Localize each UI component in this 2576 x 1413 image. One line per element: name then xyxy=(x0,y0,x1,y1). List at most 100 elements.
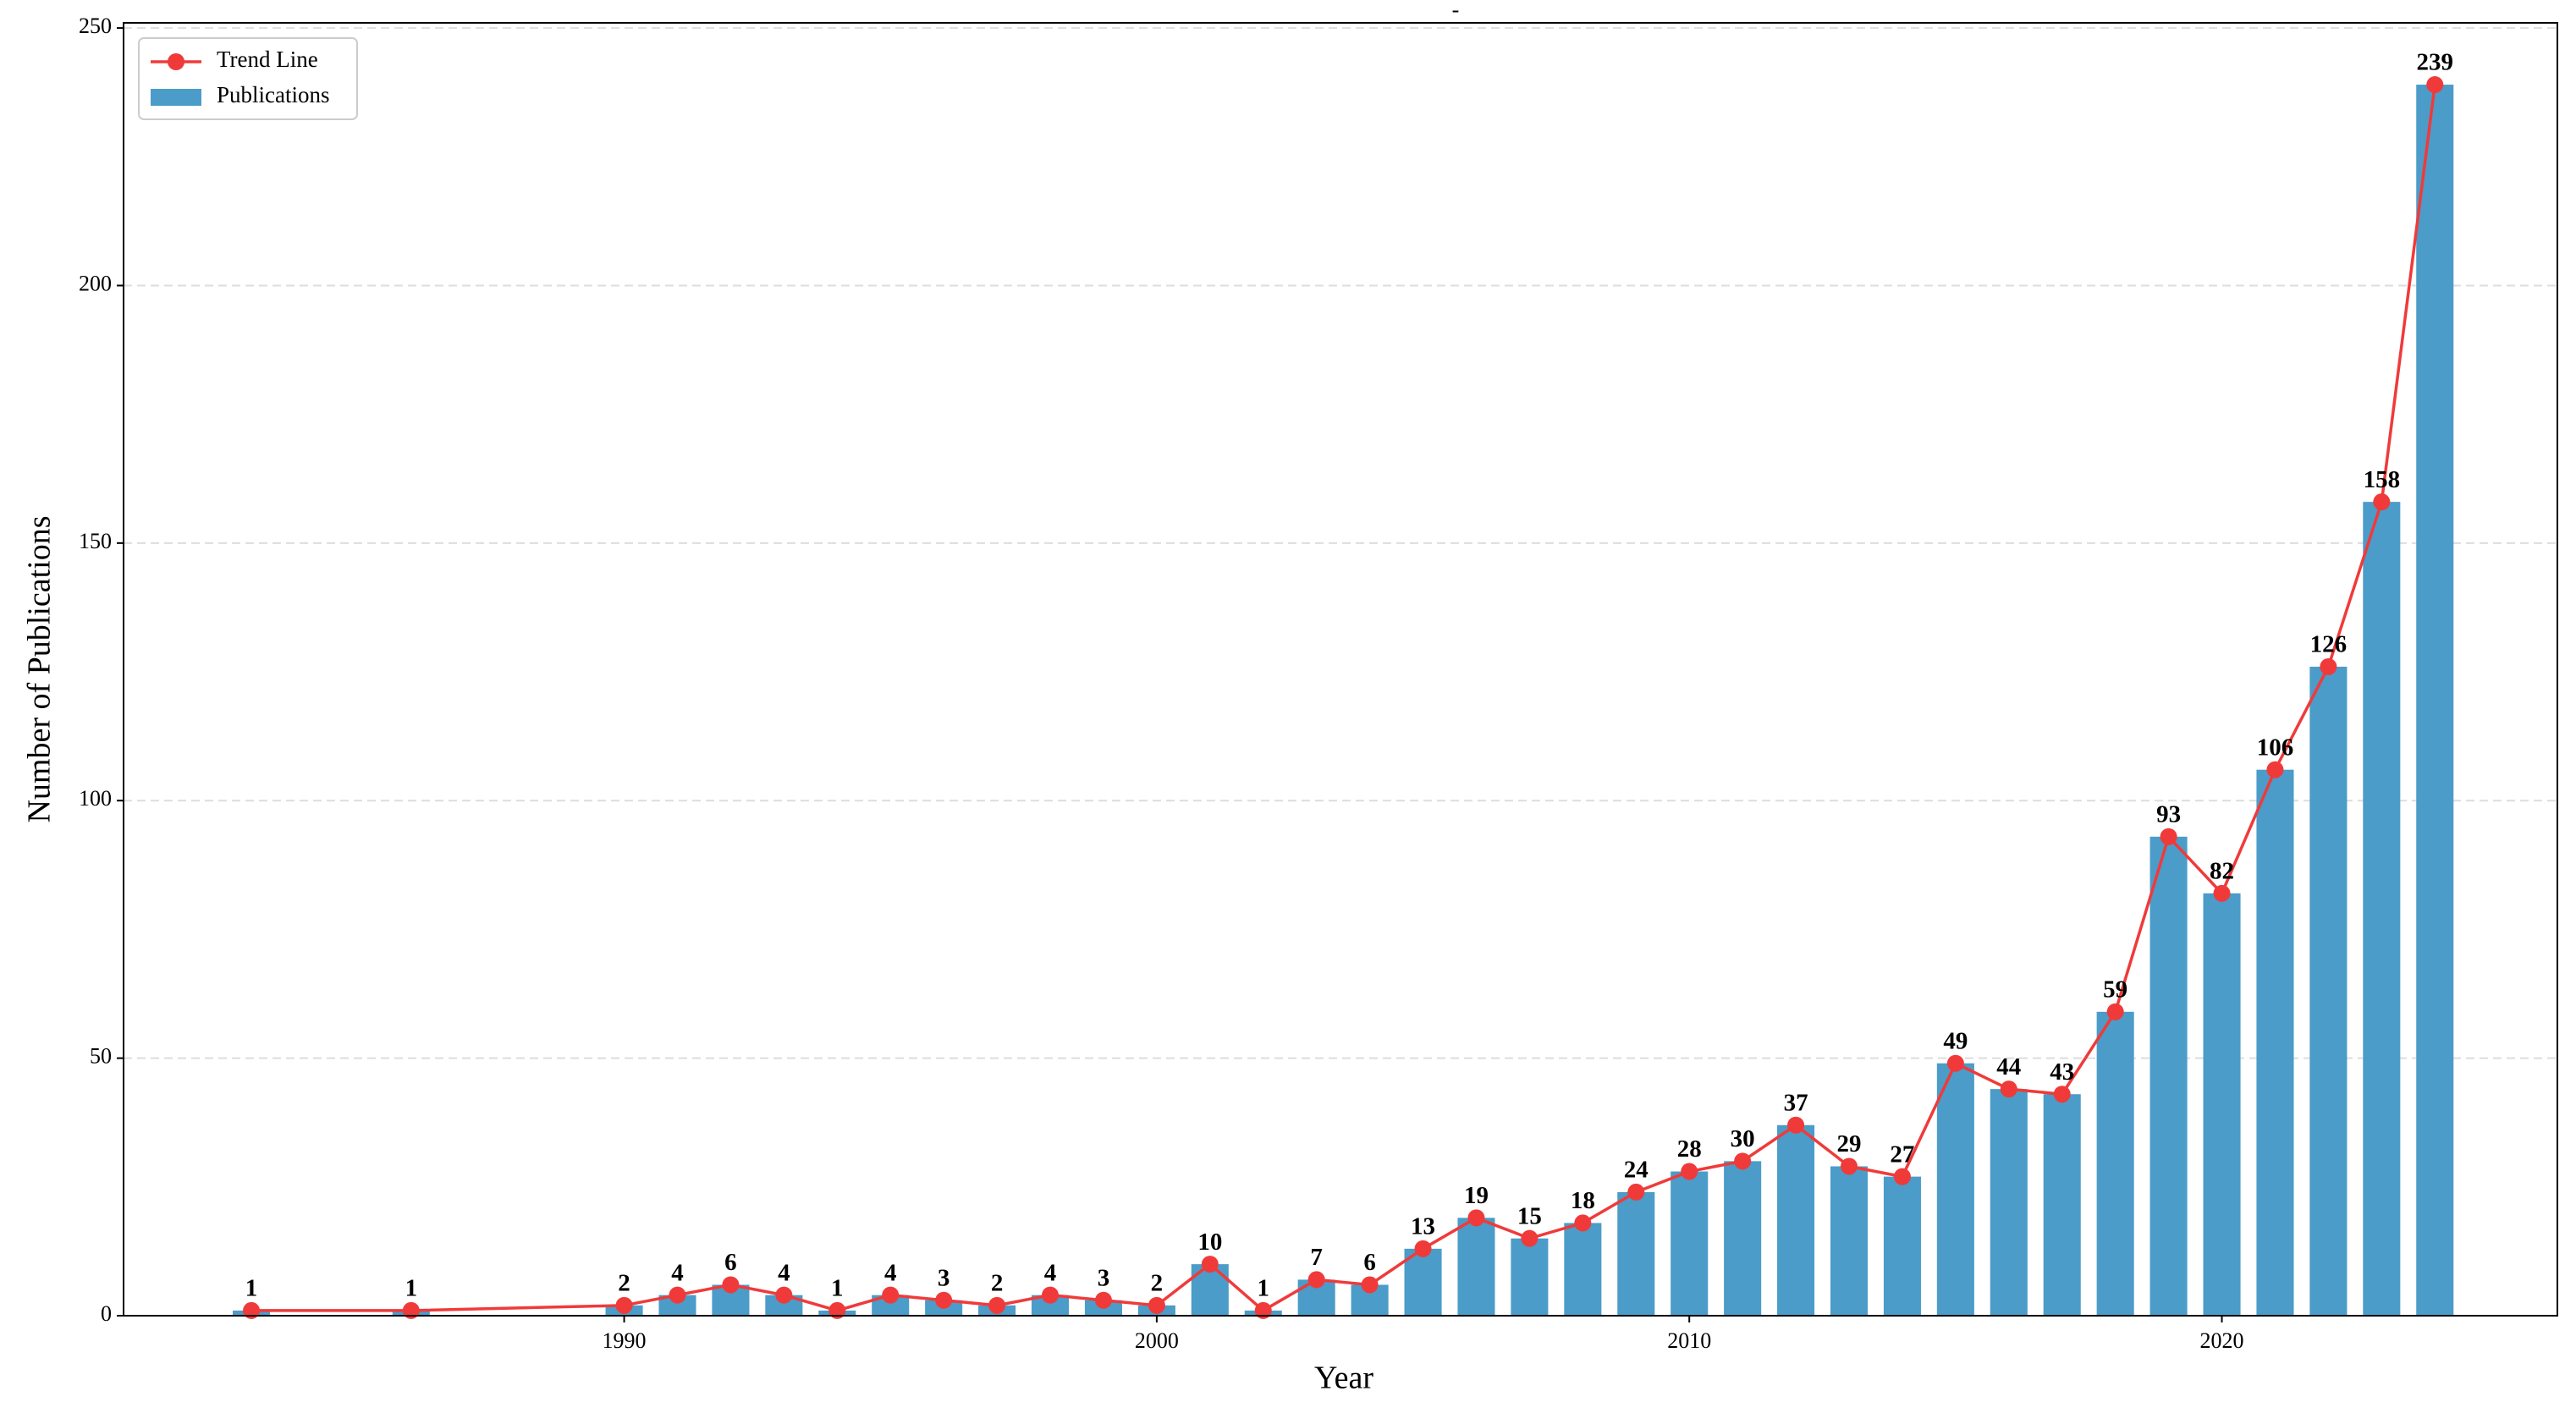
data-label: 3 xyxy=(1098,1264,1110,1291)
legend-label: Trend Line xyxy=(217,47,318,72)
data-label: 106 xyxy=(2257,734,2294,761)
bar xyxy=(2149,836,2188,1316)
bar xyxy=(1883,1176,1921,1316)
data-label: 6 xyxy=(1363,1249,1376,1276)
data-label: 29 xyxy=(1837,1130,1862,1157)
legend-swatch xyxy=(151,89,201,106)
trend-marker xyxy=(1042,1286,1060,1304)
bar xyxy=(2256,769,2294,1316)
trend-marker xyxy=(402,1301,420,1319)
bar xyxy=(1404,1248,1442,1316)
data-label: 19 xyxy=(1464,1182,1489,1209)
trend-marker xyxy=(775,1286,793,1304)
data-label: 18 xyxy=(1571,1187,1595,1214)
trend-marker xyxy=(2373,493,2391,511)
data-label: 28 xyxy=(1677,1135,1702,1163)
trend-marker xyxy=(1307,1271,1325,1289)
data-label: 30 xyxy=(1731,1125,1755,1152)
data-label: 44 xyxy=(1996,1053,2021,1080)
trend-marker xyxy=(1574,1214,1592,1232)
data-label: 2 xyxy=(991,1269,1004,1296)
data-label: 158 xyxy=(2364,466,2401,493)
bar xyxy=(1564,1223,1602,1316)
data-label: 4 xyxy=(778,1259,790,1286)
trend-marker xyxy=(1893,1168,1911,1185)
bar xyxy=(1511,1238,1549,1316)
trend-marker xyxy=(1681,1163,1698,1180)
trend-marker xyxy=(2426,76,2444,94)
data-label: 1 xyxy=(1257,1275,1269,1302)
trend-marker xyxy=(1254,1301,1272,1319)
trend-marker xyxy=(2160,827,2177,845)
x-tick-label: 2020 xyxy=(2200,1328,2244,1353)
legend-marker xyxy=(168,53,184,70)
data-label: 7 xyxy=(1310,1244,1323,1271)
bar xyxy=(2096,1011,2134,1316)
trend-marker xyxy=(2000,1080,2017,1098)
data-label: 4 xyxy=(671,1259,684,1286)
data-label: 126 xyxy=(2310,631,2348,658)
bar xyxy=(1457,1218,1495,1316)
trend-marker xyxy=(2320,657,2337,675)
trend-marker xyxy=(828,1301,846,1319)
y-tick-label: 250 xyxy=(79,14,112,38)
data-label: 2 xyxy=(618,1269,630,1296)
trend-marker xyxy=(722,1276,740,1294)
trend-marker xyxy=(2106,1003,2124,1020)
data-label: 37 xyxy=(1784,1089,1808,1116)
x-tick-label: 1990 xyxy=(603,1328,647,1353)
x-axis-label: Year xyxy=(1314,1361,1373,1396)
trend-marker xyxy=(1734,1152,1752,1170)
bar xyxy=(1724,1161,1762,1316)
y-tick-label: 200 xyxy=(79,271,112,295)
data-label: 59 xyxy=(2103,976,2127,1003)
data-label: 1 xyxy=(831,1275,844,1302)
data-label: 27 xyxy=(1890,1141,1914,1168)
plot-frame xyxy=(123,22,2558,1317)
trend-marker xyxy=(1467,1209,1485,1227)
bar xyxy=(1936,1063,1974,1316)
data-label: 15 xyxy=(1517,1202,1542,1229)
data-label: 239 xyxy=(2417,49,2454,76)
trend-marker xyxy=(243,1301,261,1319)
data-label: 10 xyxy=(1197,1229,1222,1256)
x-tick-label: 2010 xyxy=(1667,1328,1711,1353)
data-label: 6 xyxy=(724,1249,737,1276)
bar xyxy=(2203,893,2241,1316)
y-tick-label: 0 xyxy=(101,1301,112,1326)
trend-marker xyxy=(1521,1229,1538,1247)
trend-marker xyxy=(1627,1183,1645,1201)
data-label: 49 xyxy=(1943,1027,1968,1054)
data-label: 24 xyxy=(1624,1157,1649,1184)
bar xyxy=(1671,1171,1709,1316)
trend-marker xyxy=(1148,1296,1165,1314)
y-tick-label: 150 xyxy=(79,529,112,553)
data-label: 1 xyxy=(405,1275,418,1302)
bar xyxy=(1617,1191,1655,1316)
data-label: 82 xyxy=(2210,857,2234,884)
y-tick-label: 100 xyxy=(79,786,112,811)
data-label: 2 xyxy=(1151,1269,1164,1296)
trend-marker xyxy=(1946,1054,1964,1072)
chart-title: - xyxy=(1452,0,1460,22)
trend-marker xyxy=(1787,1116,1805,1134)
legend: Trend Line Publications xyxy=(138,37,358,120)
trend-marker xyxy=(2053,1086,2071,1103)
data-label: 43 xyxy=(2050,1058,2074,1086)
data-label: 4 xyxy=(1044,1259,1057,1286)
bar xyxy=(2416,85,2454,1317)
y-tick-label: 50 xyxy=(90,1044,112,1069)
x-tick-label: 2000 xyxy=(1135,1328,1179,1353)
data-label: 1 xyxy=(245,1275,258,1302)
data-label: 3 xyxy=(938,1264,950,1291)
data-label: 93 xyxy=(2156,801,2181,828)
trend-marker xyxy=(669,1286,686,1304)
trend-marker xyxy=(1361,1276,1379,1294)
bar xyxy=(1990,1089,2028,1316)
trend-marker xyxy=(615,1296,633,1314)
data-label: 13 xyxy=(1411,1213,1435,1240)
bar xyxy=(1830,1166,1869,1316)
bar xyxy=(2363,502,2401,1316)
trend-marker xyxy=(1841,1157,1858,1175)
